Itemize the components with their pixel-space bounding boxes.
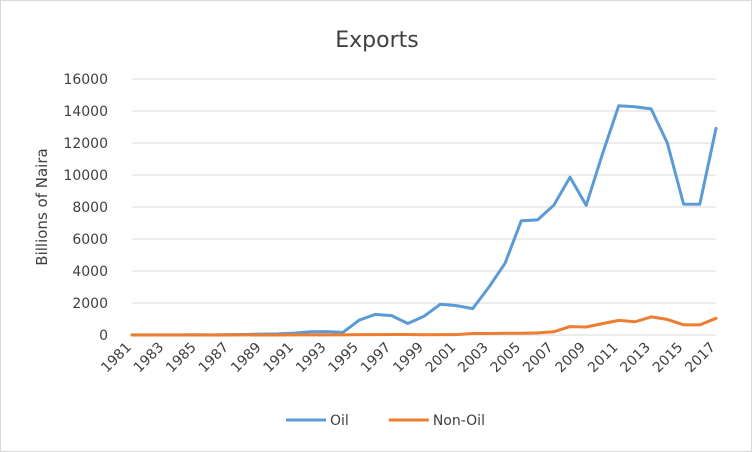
- x-tick-label: 2013: [617, 340, 654, 377]
- x-tick-label: 2001: [423, 340, 460, 377]
- legend-label-oil: Oil: [330, 413, 349, 429]
- series-lines: [130, 104, 718, 337]
- y-tick-label: 0: [99, 328, 108, 344]
- y-tick-label: 4000: [72, 264, 108, 280]
- x-tick-label: 2017: [682, 340, 719, 377]
- x-tick-label: 1997: [358, 340, 395, 377]
- chart-title: Exports: [335, 28, 418, 53]
- legend: Oil Non-Oil: [286, 413, 485, 429]
- x-tick-label: 1983: [131, 340, 168, 377]
- gridlines: [132, 78, 716, 336]
- x-tick-label: 1985: [163, 340, 200, 377]
- x-tick-label: 1991: [261, 340, 298, 377]
- y-tick-label: 8000: [72, 200, 108, 216]
- x-tick-label: 1993: [293, 340, 330, 377]
- y-axis-label: Billions of Naira: [33, 148, 51, 265]
- x-tick-label: 2005: [488, 340, 525, 377]
- x-tick-label: 1987: [196, 340, 233, 377]
- y-tick-label: 10000: [63, 168, 108, 184]
- y-tick-label: 14000: [63, 104, 108, 120]
- x-tick-label: 2015: [650, 340, 687, 377]
- x-tick-label: 1999: [390, 340, 427, 377]
- y-tick-label: 2000: [72, 296, 108, 312]
- y-tick-label: 16000: [63, 72, 108, 88]
- x-axis-ticks: 1981198319851987198919911993199519971999…: [98, 340, 719, 377]
- x-tick-label: 2007: [520, 340, 557, 377]
- series-line-non-oil: [130, 315, 718, 337]
- x-tick-label: 1989: [228, 340, 265, 377]
- x-tick-label: 1981: [98, 340, 135, 377]
- x-tick-label: 2009: [553, 340, 590, 377]
- y-tick-label: 6000: [72, 232, 108, 248]
- x-tick-label: 2003: [455, 340, 492, 377]
- x-tick-label: 2011: [585, 340, 622, 377]
- y-axis-ticks: 0 2000 4000 6000 8000 10000 12000 14000 16000: [63, 72, 108, 344]
- series-line-oil: [130, 104, 718, 337]
- legend-label-non-oil: Non-Oil: [433, 413, 485, 429]
- x-tick-label: 1995: [325, 340, 362, 377]
- y-tick-label: 12000: [63, 136, 108, 152]
